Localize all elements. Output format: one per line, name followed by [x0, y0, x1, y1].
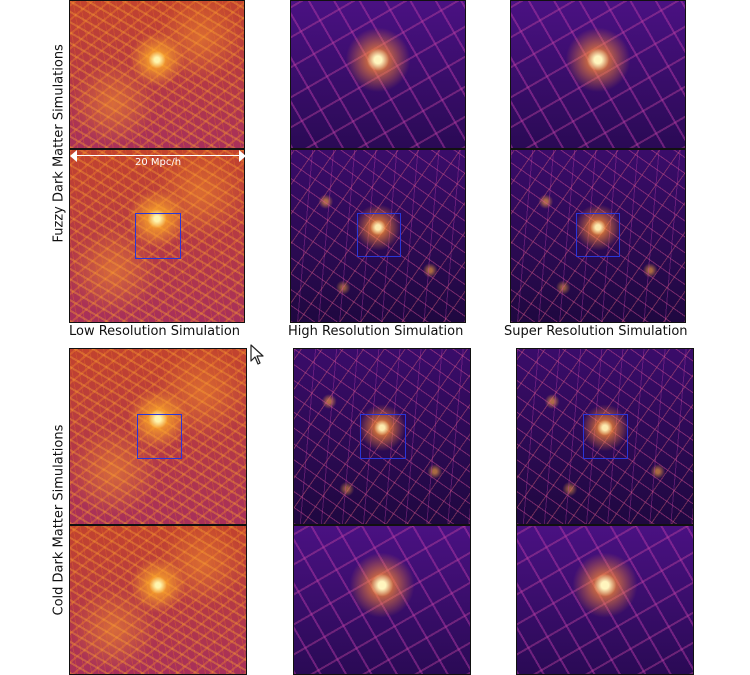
fuzzy-highres-zoom-panel — [290, 0, 466, 149]
arrow-right-icon — [239, 150, 246, 162]
cold-highres-zoom-panel — [293, 525, 471, 675]
cold-lowres-full-panel — [69, 348, 247, 525]
fuzzy-lowres-full-panel — [69, 149, 245, 323]
column-label-super-resolution: Super Resolution Simulation — [504, 324, 688, 339]
zoom-region-box — [360, 414, 406, 459]
zoom-region-box — [583, 414, 628, 459]
zoom-region-box — [576, 213, 620, 257]
fuzzy-superres-zoom-panel — [510, 0, 686, 149]
cold-lowres-zoom-panel — [69, 525, 247, 675]
fuzzy-lowres-zoom-panel — [69, 0, 245, 149]
zoom-region-box — [135, 213, 181, 259]
row-label-cold: Cold Dark Matter Simulations — [51, 424, 67, 616]
fuzzy-superres-full-panel — [510, 149, 686, 323]
column-label-low-resolution: Low Resolution Simulation — [69, 324, 241, 339]
row-label-fuzzy: Fuzzy Dark Matter Simulations — [51, 44, 67, 243]
mouse-pointer-icon — [250, 344, 264, 365]
zoom-region-box — [137, 414, 182, 459]
arrow-left-icon — [70, 150, 77, 162]
cold-superres-full-panel — [516, 348, 694, 525]
scale-bar: 20 Mpc/h — [70, 149, 246, 168]
scale-bar-label: 20 Mpc/h — [134, 157, 182, 168]
column-label-high-resolution: High Resolution Simulation — [288, 324, 464, 339]
fuzzy-highres-full-panel — [290, 149, 466, 323]
zoom-region-box — [357, 213, 401, 257]
cold-highres-full-panel — [293, 348, 471, 525]
cold-superres-zoom-panel — [516, 525, 694, 675]
